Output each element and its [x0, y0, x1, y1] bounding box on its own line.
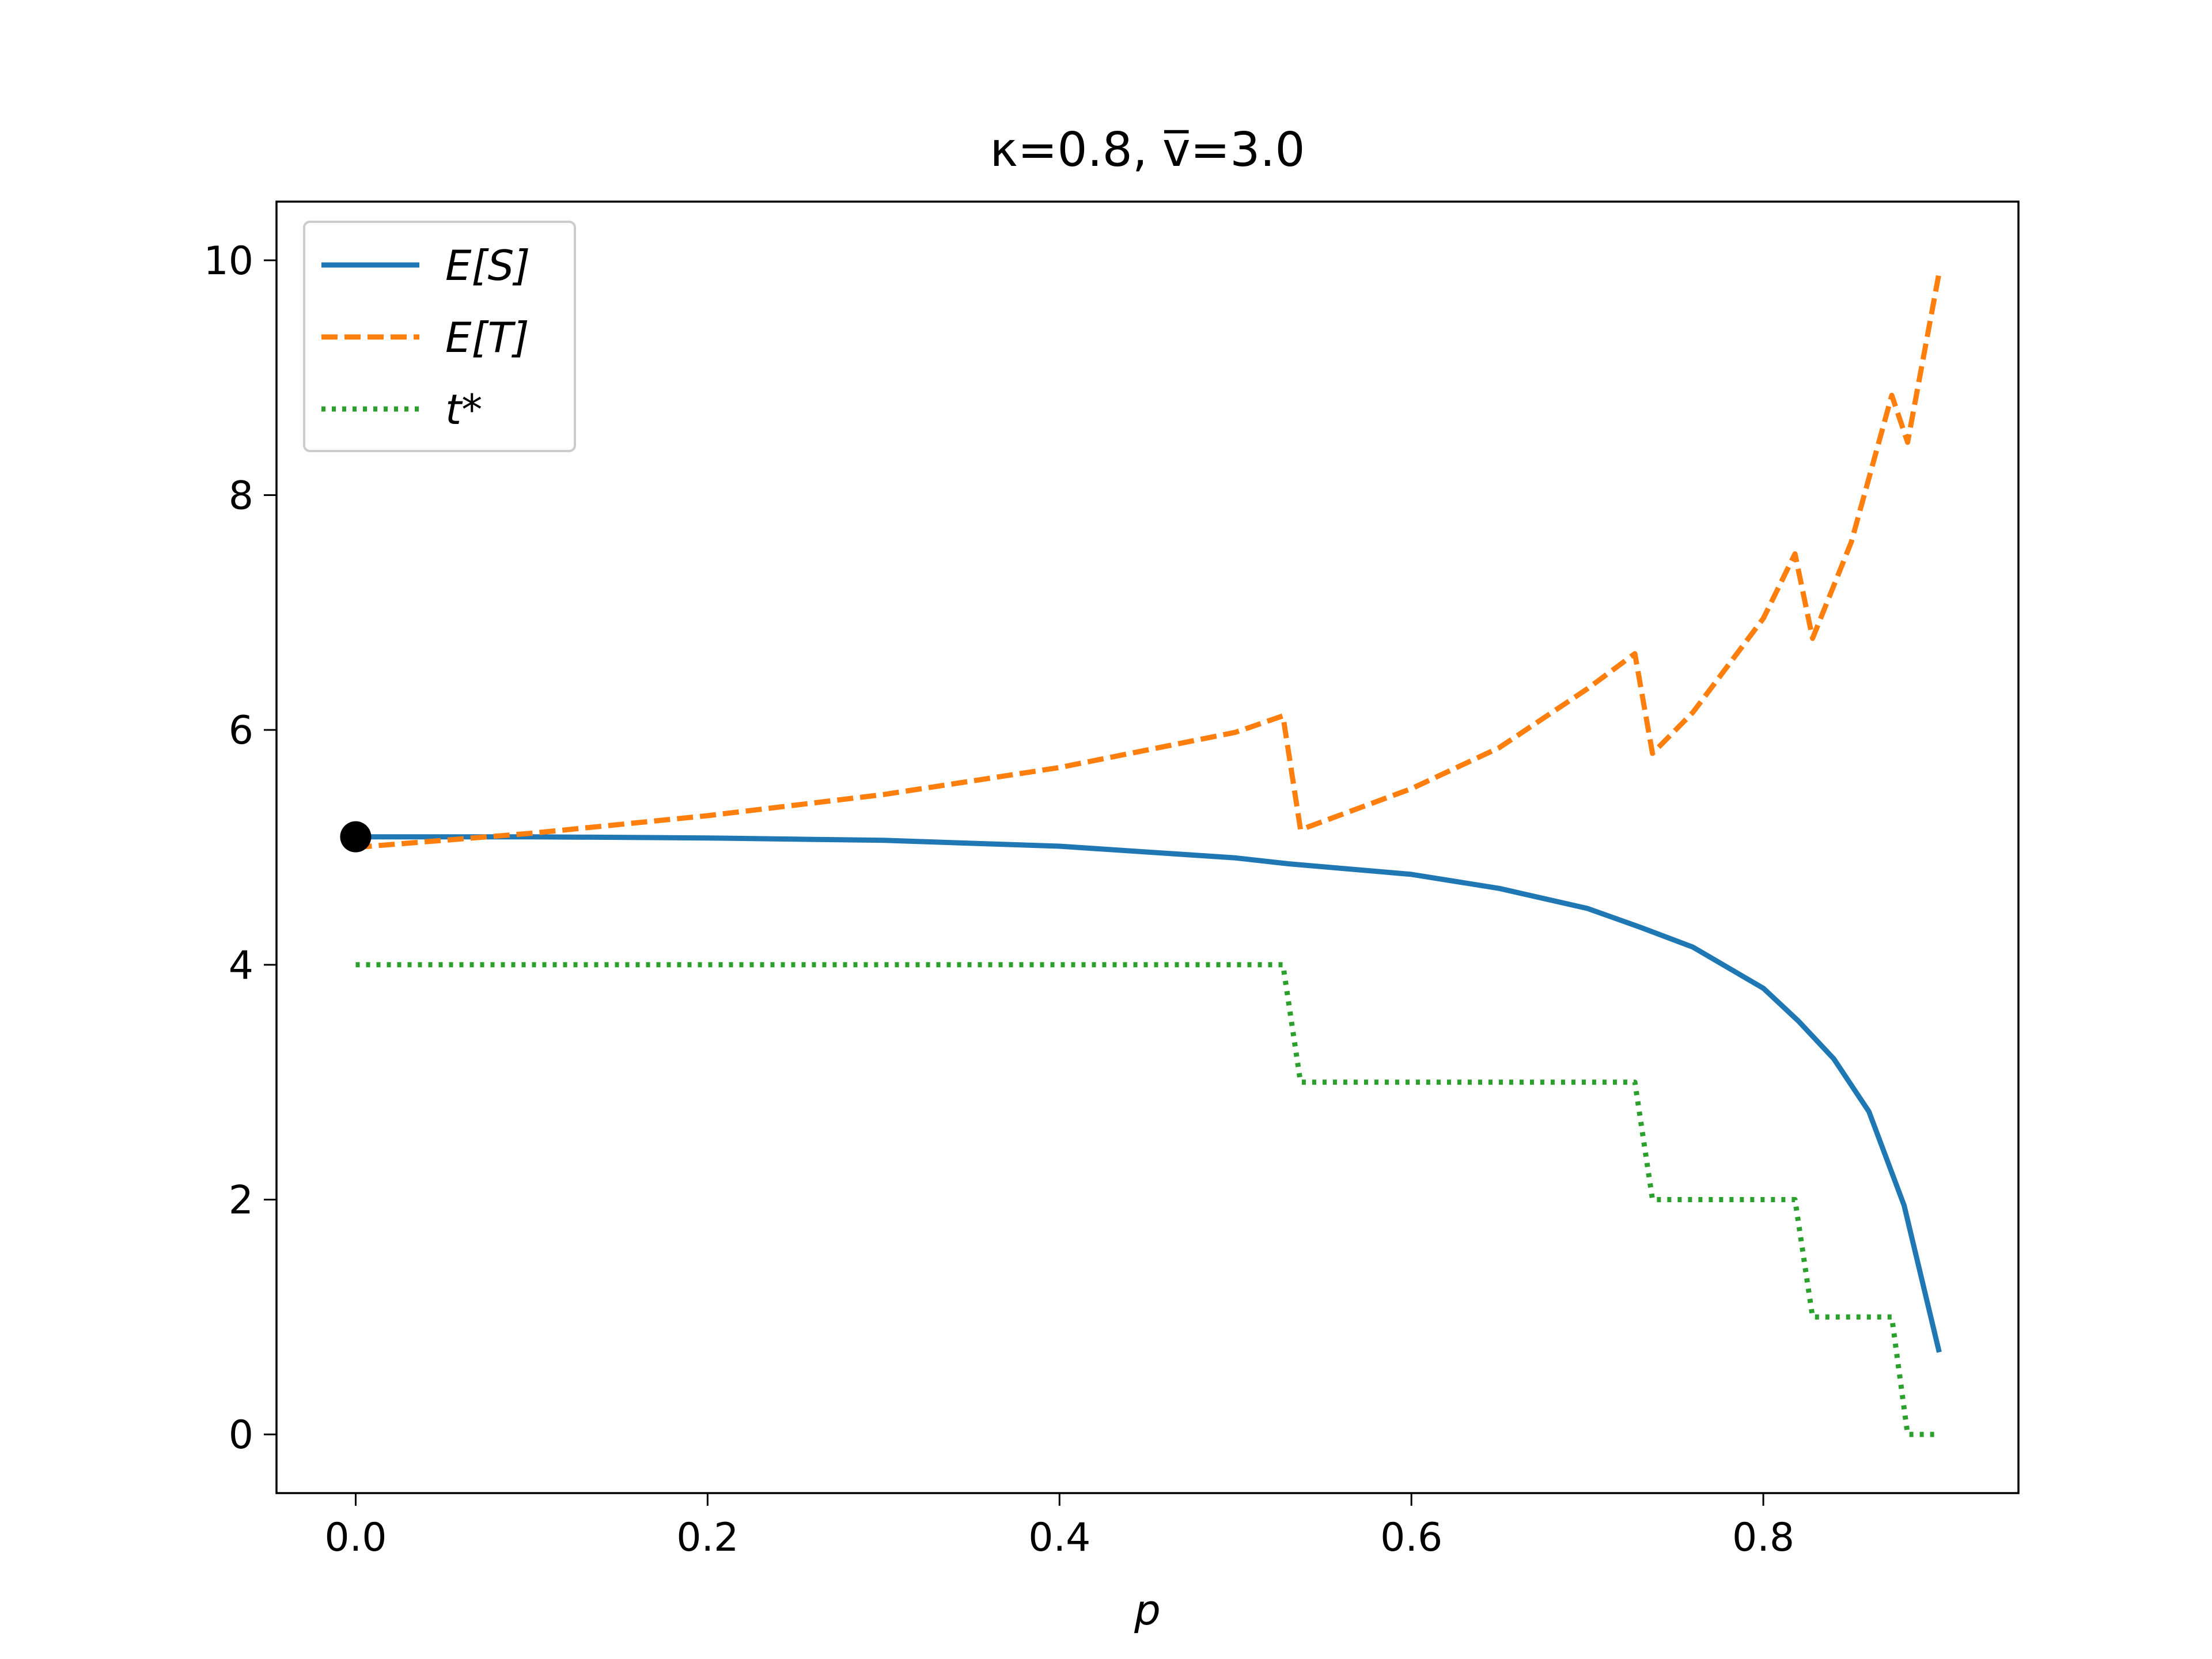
y-tick-label: 10: [203, 238, 253, 284]
plot-area: [340, 271, 1942, 1437]
x-tick-label: 0.0: [324, 1515, 387, 1560]
x-axis-label: p: [1134, 1586, 1161, 1634]
legend-label: E[S]: [445, 241, 530, 290]
y-tick-label: 8: [229, 474, 253, 519]
x-tick-label: 0.4: [1028, 1515, 1090, 1560]
series-line-et: [355, 271, 1942, 850]
axes-frame: [275, 200, 2020, 1494]
series-line-es: [355, 834, 1942, 1353]
legend-label: t*: [445, 385, 482, 434]
y-axis: 0 2 4 6 8 10: [203, 238, 276, 1458]
y-tick-label: 0: [229, 1412, 253, 1458]
y-tick-label: 4: [229, 943, 253, 988]
x-axis: 0.0 0.2 0.4 0.6 0.8: [324, 1493, 1794, 1560]
y-tick-label: 2: [229, 1177, 253, 1223]
series-line-tstar: [355, 962, 1940, 1437]
chart-title: κ=0.8, v̅=3.0: [990, 123, 1305, 177]
x-tick-label: 0.6: [1380, 1515, 1442, 1560]
start-point-marker: [340, 821, 372, 853]
legend-box: [303, 221, 576, 452]
x-tick-label: 0.8: [1732, 1515, 1794, 1560]
legend: E[S] E[T] t*: [303, 221, 576, 452]
y-tick-label: 6: [229, 708, 253, 753]
x-tick-label: 0.2: [676, 1515, 738, 1560]
legend-label: E[T]: [445, 313, 529, 362]
